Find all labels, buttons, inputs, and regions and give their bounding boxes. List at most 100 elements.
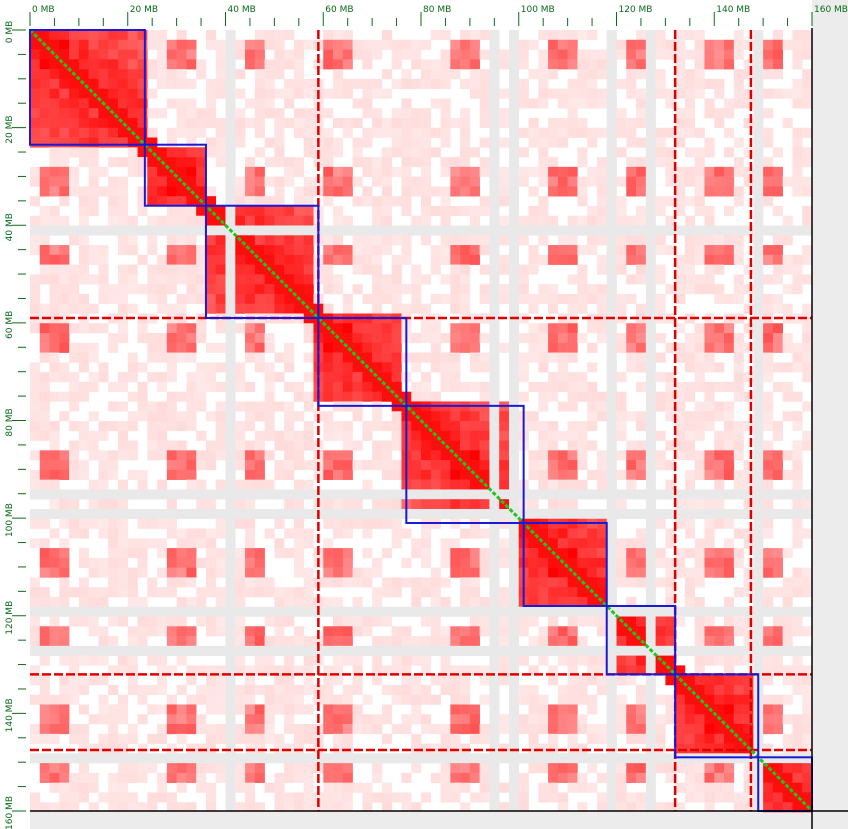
heatmap-cell xyxy=(284,59,295,70)
heatmap-cell xyxy=(655,147,666,158)
heatmap-cell xyxy=(538,215,549,226)
heatmap-cell xyxy=(98,753,109,764)
heatmap-cell xyxy=(460,176,471,187)
heatmap-cell xyxy=(636,352,647,363)
heatmap-cell xyxy=(264,69,275,80)
heatmap-cell xyxy=(147,166,158,177)
heatmap-cell xyxy=(362,381,373,392)
heatmap-cell xyxy=(567,78,578,89)
heatmap-cell xyxy=(342,381,353,392)
heatmap-cell xyxy=(284,78,295,89)
heatmap-cell xyxy=(577,557,588,568)
heatmap-cell xyxy=(489,753,500,764)
heatmap-cell xyxy=(98,489,109,500)
heatmap-cell xyxy=(772,430,783,441)
heatmap-cell xyxy=(596,127,608,138)
heatmap-cell xyxy=(479,548,490,559)
heatmap-cell xyxy=(469,596,480,608)
heatmap-cell xyxy=(215,508,226,520)
heatmap-cell xyxy=(98,293,109,305)
heatmap-cell xyxy=(264,411,275,422)
heatmap-cell xyxy=(606,782,617,793)
heatmap-cell xyxy=(186,225,197,236)
heatmap-cell xyxy=(518,147,529,158)
heatmap-cell xyxy=(763,606,774,617)
heatmap-cell xyxy=(538,333,549,344)
heatmap-cell xyxy=(469,245,480,256)
heatmap-cell xyxy=(479,694,490,705)
heatmap-cell xyxy=(78,684,89,696)
heatmap-cell xyxy=(147,127,158,138)
heatmap-cell xyxy=(333,186,344,197)
heatmap-cell xyxy=(753,264,764,275)
heatmap-cell xyxy=(372,675,383,686)
heatmap-cell xyxy=(577,215,588,226)
heatmap-cell xyxy=(645,440,656,451)
heatmap-cell xyxy=(528,636,539,647)
heatmap-cell xyxy=(675,665,686,676)
heatmap-cell xyxy=(39,303,50,314)
heatmap-cell xyxy=(645,450,656,461)
heatmap-cell xyxy=(372,440,383,451)
heatmap-cell xyxy=(548,166,559,177)
heatmap-cell xyxy=(460,782,471,793)
heatmap-cell xyxy=(303,254,314,265)
heatmap-cell xyxy=(548,528,559,539)
heatmap-cell xyxy=(675,401,686,412)
heatmap-cell xyxy=(391,39,402,50)
heatmap-cell xyxy=(724,714,735,725)
heatmap-cell xyxy=(137,714,148,725)
heatmap-cell xyxy=(342,636,353,647)
heatmap-cell xyxy=(606,665,617,676)
heatmap-cell xyxy=(802,127,813,138)
heatmap-cell xyxy=(245,548,256,559)
heatmap-cell xyxy=(577,636,588,647)
heatmap-cell xyxy=(636,421,647,432)
heatmap-cell xyxy=(675,411,686,422)
heatmap-cell xyxy=(39,254,50,265)
heatmap-cell xyxy=(245,792,256,803)
heatmap-cell xyxy=(137,166,148,177)
heatmap-cell xyxy=(469,235,480,246)
heatmap-cell xyxy=(440,254,451,265)
heatmap-cell xyxy=(157,538,168,549)
heatmap-cell xyxy=(313,694,324,705)
heatmap-cell xyxy=(440,352,451,363)
heatmap-cell xyxy=(127,88,138,99)
heatmap-cell xyxy=(665,675,676,686)
heatmap-cell xyxy=(733,655,744,666)
heatmap-cell xyxy=(323,342,334,353)
heatmap-cell xyxy=(88,186,99,197)
heatmap-cell xyxy=(411,733,422,744)
heatmap-cell xyxy=(626,225,637,236)
heatmap-cell xyxy=(704,381,715,392)
heatmap-cell xyxy=(792,137,803,148)
heatmap-cell xyxy=(264,303,275,314)
heatmap-cell xyxy=(186,606,197,617)
heatmap-cell xyxy=(616,626,627,637)
heatmap-cell xyxy=(30,606,41,617)
heatmap-cell xyxy=(508,450,520,461)
heatmap-cell xyxy=(117,567,129,578)
heatmap-cell xyxy=(802,430,813,441)
heatmap-cell xyxy=(225,98,236,109)
heatmap-cell xyxy=(518,225,529,236)
heatmap-cell xyxy=(450,352,461,363)
x-tick-label: 100 MB xyxy=(521,5,555,15)
heatmap-cell xyxy=(733,421,744,432)
heatmap-cell xyxy=(548,137,559,148)
heatmap-cell xyxy=(78,724,89,735)
heatmap-cell xyxy=(606,88,617,99)
heatmap-cell xyxy=(636,655,647,666)
heatmap-cell xyxy=(557,802,568,813)
heatmap-cell xyxy=(49,303,60,314)
heatmap-cell xyxy=(293,205,305,217)
heatmap-cell xyxy=(147,39,158,50)
heatmap-cell xyxy=(245,401,256,412)
heatmap-cell xyxy=(508,587,520,598)
heatmap-cell xyxy=(772,704,783,715)
heatmap-cell xyxy=(147,274,158,285)
heatmap-cell xyxy=(127,538,138,549)
